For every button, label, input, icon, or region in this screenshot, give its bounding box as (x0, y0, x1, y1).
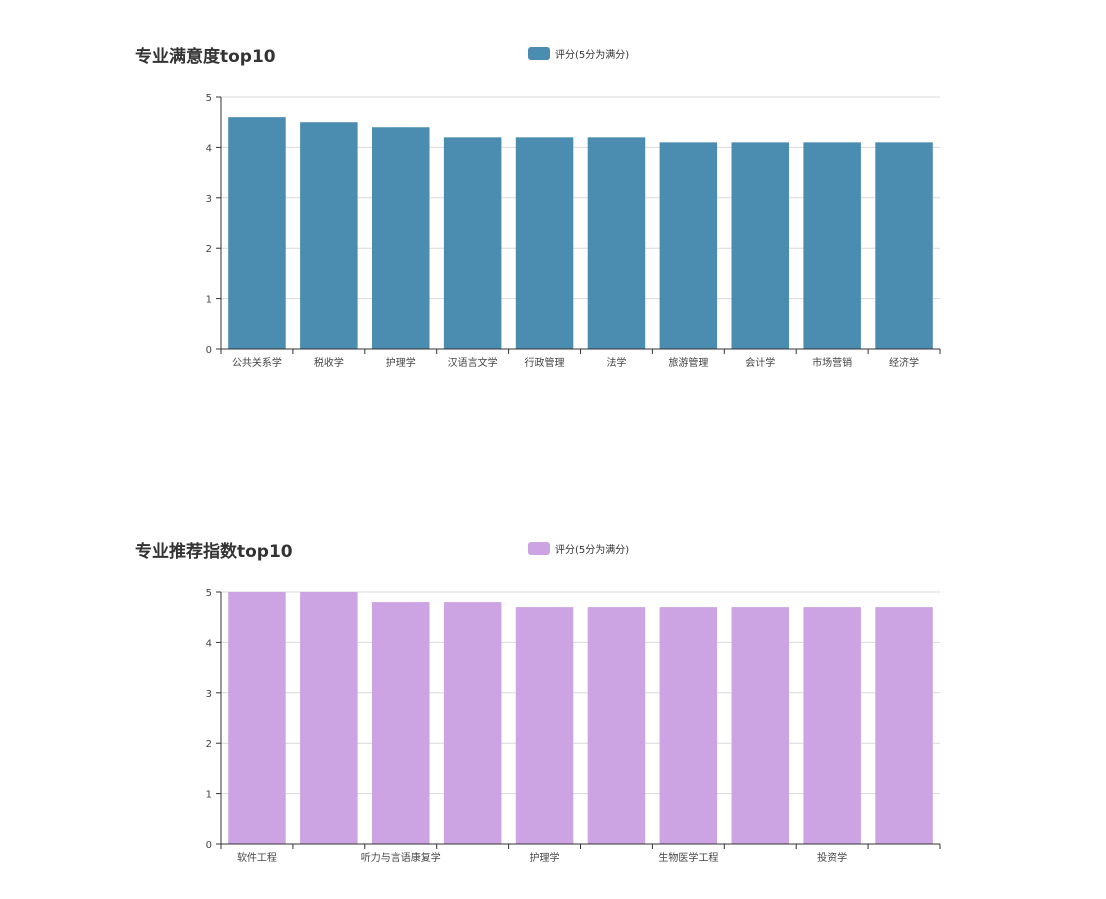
y-tick-label: 3 (206, 689, 212, 700)
bar (515, 607, 574, 844)
bar (443, 137, 502, 349)
chart-plot-area: 0 1 2 3 4 5 公共关系学 税收学 护理学 汉语言文学 行政管理 法学 旅游管理 会计学 市场营销 经… (206, 93, 941, 369)
x-tick-label: 投资学 (817, 851, 847, 864)
x-tick-label: 汉语言文学 (448, 356, 498, 369)
legend-label: 评分(5分为满分) (555, 49, 630, 61)
x-tick-label: 听力与言语康复学 (361, 851, 441, 864)
x-tick-label: 市场营销 (812, 356, 852, 369)
bar (515, 137, 574, 349)
legend-swatch (528, 46, 550, 60)
y-tick-label: 2 (206, 244, 212, 255)
chart-title: 专业满意度top10 (135, 47, 276, 67)
x-tick-label: 软件工程 (237, 851, 277, 864)
chart-legend[interactable]: 评分(5分为满分) (528, 45, 629, 61)
chart-title: 专业推荐指数top10 (135, 542, 293, 562)
chart-legend[interactable]: 评分(5分为满分) (528, 540, 629, 556)
legend-label: 评分(5分为满分) (555, 544, 630, 556)
bar (300, 122, 358, 349)
y-tick-label: 4 (206, 143, 212, 154)
bar (443, 602, 502, 844)
bar (659, 142, 718, 349)
bar (587, 137, 646, 349)
x-tick-label: 护理学 (386, 356, 416, 369)
x-tick-label: 生物医学工程 (658, 851, 718, 864)
bar (371, 127, 430, 350)
bar (731, 142, 790, 349)
bar (803, 607, 861, 844)
y-tick-label: 1 (206, 790, 212, 801)
bar (803, 142, 861, 349)
bar (371, 602, 430, 844)
bar (228, 117, 286, 349)
y-tick-label: 5 (206, 588, 212, 599)
y-tick-label: 2 (206, 739, 212, 750)
x-tick-label: 行政管理 (525, 356, 565, 369)
legend-swatch (528, 541, 550, 555)
x-tick-label: 护理学 (530, 851, 560, 864)
satisfaction-chart: 专业满意度top10 评分(5分为满分) 0 1 2 3 4 5 公共关系学 税收学 护理学 汉语… (0, 0, 1106, 400)
x-tick-label: 公共关系学 (232, 356, 282, 369)
y-tick-label: 3 (206, 194, 212, 205)
bar (659, 607, 718, 844)
y-tick-label: 0 (206, 345, 212, 356)
bar (875, 607, 933, 844)
y-tick-label: 1 (206, 295, 212, 306)
x-tick-label: 法学 (606, 356, 626, 369)
x-tick-label: 会计学 (745, 356, 775, 369)
x-tick-label: 税收学 (314, 356, 344, 369)
bar (300, 592, 358, 844)
x-tick-label: 经济学 (889, 356, 919, 369)
bar (228, 592, 286, 844)
recommendation-chart: 专业推荐指数top10 评分(5分为满分) 0 1 2 3 4 5 软件工程 听力与言语康复学… (0, 495, 1106, 895)
y-tick-label: 5 (206, 93, 212, 104)
y-tick-label: 4 (206, 638, 212, 649)
y-tick-label: 0 (206, 840, 212, 851)
bar (587, 607, 646, 844)
x-tick-label: 旅游管理 (668, 356, 708, 369)
bar (731, 607, 790, 844)
bar (875, 142, 933, 349)
chart-plot-area: 0 1 2 3 4 5 软件工程 听力与言语康复学 护理学 生物医学工程 投资学 (206, 588, 941, 864)
